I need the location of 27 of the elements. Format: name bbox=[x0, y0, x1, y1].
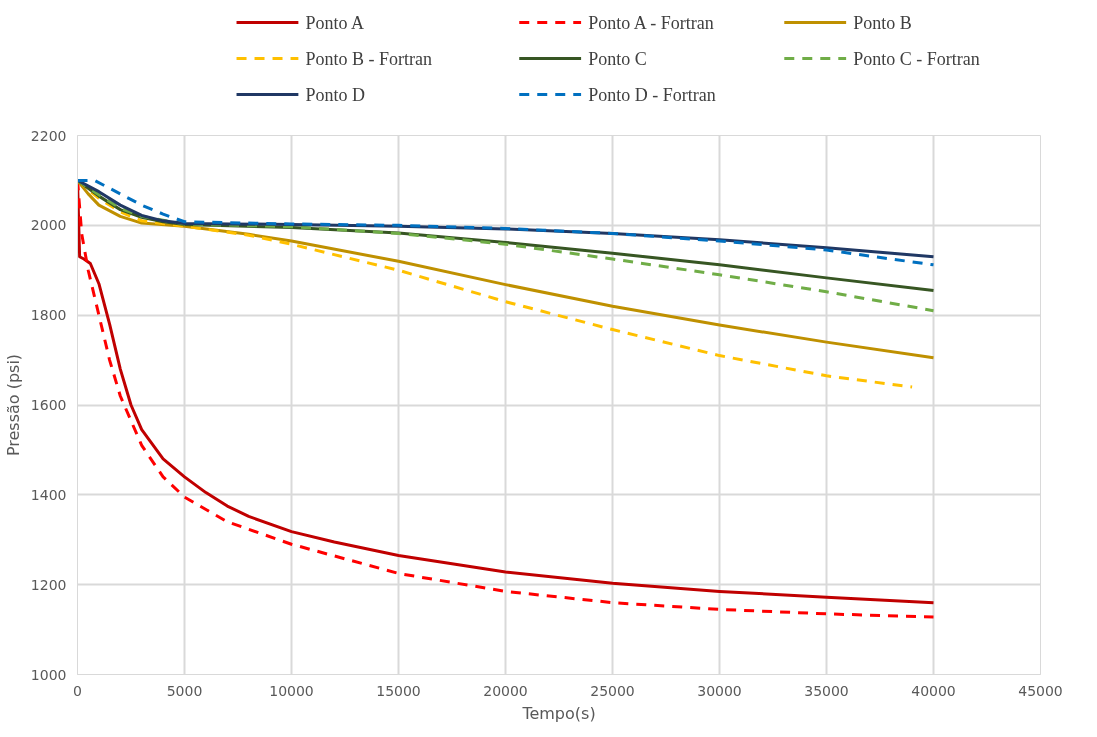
legend-label: Ponto D bbox=[305, 84, 365, 105]
legend-label: Ponto C bbox=[588, 48, 647, 69]
y-tick-label: 1800 bbox=[30, 307, 67, 324]
legend-label: Ponto A - Fortran bbox=[588, 12, 714, 33]
x-tick-label: 15000 bbox=[376, 682, 421, 699]
x-tick-label: 40000 bbox=[911, 682, 956, 699]
y-tick-label: 1000 bbox=[30, 666, 67, 683]
legend-label: Ponto C - Fortran bbox=[853, 48, 980, 69]
x-tick-label: 20000 bbox=[483, 682, 528, 699]
y-tick-label: 1600 bbox=[30, 397, 67, 413]
x-tick-label: 35000 bbox=[804, 682, 849, 699]
x-tick-label: 30000 bbox=[697, 682, 742, 699]
legend-label: Ponto B bbox=[853, 12, 912, 33]
x-tick-label: 45000 bbox=[1018, 682, 1063, 699]
legend-label: Ponto A bbox=[305, 12, 364, 33]
y-tick-label: 1200 bbox=[30, 576, 67, 593]
x-axis-title: Tempo(s) bbox=[521, 703, 596, 723]
legend-label: Ponto B - Fortran bbox=[305, 48, 432, 69]
legend-label: Ponto D - Fortran bbox=[588, 84, 716, 105]
y-tick-label: 2200 bbox=[30, 127, 67, 144]
x-tick-label: 0 bbox=[73, 682, 82, 699]
y-axis-title: Pressão (psi) bbox=[3, 353, 23, 457]
x-tick-label: 5000 bbox=[166, 682, 203, 699]
x-tick-label: 25000 bbox=[590, 682, 635, 699]
y-tick-label: 2000 bbox=[30, 217, 67, 234]
x-tick-label: 10000 bbox=[269, 682, 314, 699]
y-tick-label: 1400 bbox=[30, 486, 67, 503]
